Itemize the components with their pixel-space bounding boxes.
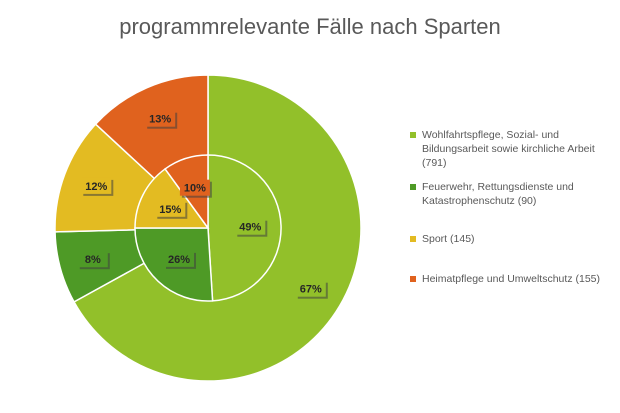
outer-data-label-feuerwehr: 8% xyxy=(85,254,101,266)
outer-label-box-wohlfahrt xyxy=(295,280,326,297)
legend-swatch xyxy=(410,236,416,242)
inner-data-label-heimatpflege: 10% xyxy=(184,183,206,195)
legend-swatch xyxy=(410,132,416,138)
inner-data-label-feuerwehr: 26% xyxy=(168,254,190,266)
inner-data-label-wohlfahrt: 49% xyxy=(239,222,261,234)
inner-data-label-sport: 15% xyxy=(159,204,181,216)
legend-swatch xyxy=(410,276,416,282)
outer-data-label-wohlfahrt: 67% xyxy=(300,284,322,296)
legend-item-sport: Sport (145) xyxy=(408,232,613,246)
legend-item-wohlfahrt: Wohlfahrtspflege, Sozial- und Bildungsar… xyxy=(408,128,613,170)
chart-title: programmrelevante Fälle nach Sparten xyxy=(119,14,501,39)
legend-item-feuerwehr: Feuerwehr, Rettungsdienste und Katastrop… xyxy=(408,180,613,208)
legend-label: Wohlfahrtspflege, Sozial- und Bildungsar… xyxy=(422,129,595,169)
legend-label: Feuerwehr, Rettungsdienste und Katastrop… xyxy=(422,181,574,207)
inner-label-box-wohlfahrt xyxy=(235,218,266,235)
outer-label-box-sport xyxy=(81,177,112,194)
legend-label: Heimatpflege und Umweltschutz (155) xyxy=(422,273,600,285)
outer-label-box-heimatpflege xyxy=(145,110,176,127)
outer-data-label-heimatpflege: 13% xyxy=(149,114,171,126)
inner-label-box-feuerwehr xyxy=(164,250,194,267)
legend-label: Sport (145) xyxy=(422,233,475,245)
legend-swatch xyxy=(410,184,416,190)
inner-label-box-heimatpflege xyxy=(179,179,210,196)
legend-item-heimatpflege: Heimatpflege und Umweltschutz (155) xyxy=(408,272,613,286)
inner-label-box-sport xyxy=(155,200,186,217)
outer-label-box-feuerwehr xyxy=(77,251,108,268)
data-labels: 67% 8% 12% 13% 49% 26% 15%10% xyxy=(77,110,328,299)
inner-slice-sport xyxy=(134,167,210,229)
outer-data-label-sport: 12% xyxy=(85,181,107,193)
legend: Wohlfahrtspflege, Sozial- und Bildungsar… xyxy=(408,128,613,286)
